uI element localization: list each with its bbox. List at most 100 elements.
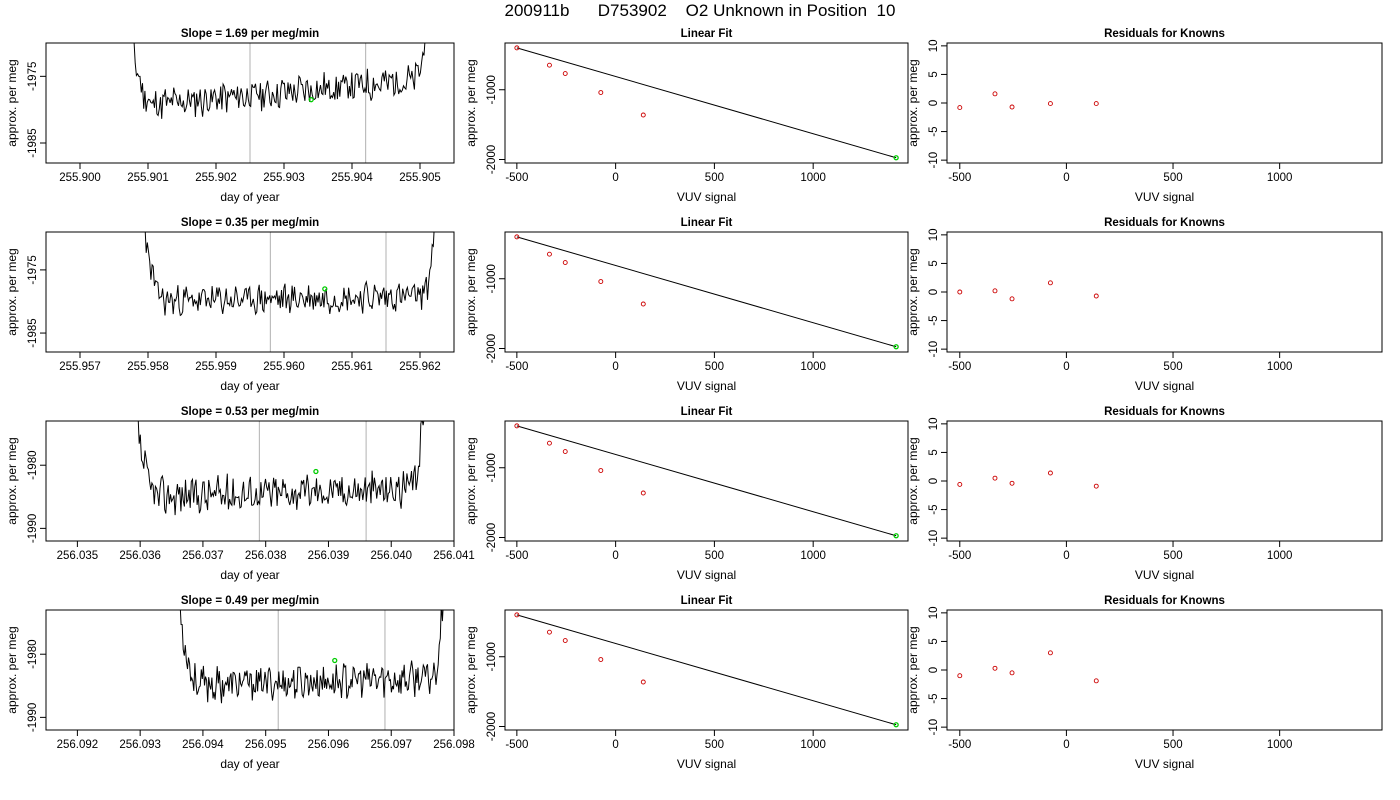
panel-title: Linear Fit: [681, 406, 733, 418]
plot-area: [514, 423, 899, 539]
x-axis-label: VUV signal: [1135, 379, 1194, 393]
known-point: [957, 673, 963, 679]
panel-title: Linear Fit: [681, 595, 733, 607]
y-tick-label: -1990: [27, 703, 39, 732]
x-tick-label: 255.905: [399, 172, 441, 184]
y-tick-label: 5: [928, 638, 940, 644]
x-tick-label: 256.040: [370, 550, 412, 562]
signal-trace: [144, 232, 435, 317]
y-tick-label: -1990: [27, 514, 39, 543]
x-tick-label: 256.037: [182, 550, 224, 562]
known-point: [598, 657, 604, 662]
plot-area: [514, 234, 899, 350]
known-point: [546, 62, 552, 68]
panel-title: Residuals for Knowns: [1104, 595, 1225, 607]
known-point: [1093, 101, 1099, 107]
x-tick-label: 500: [705, 172, 724, 184]
plot-area: [957, 650, 1099, 684]
y-tick-label: 0: [928, 667, 940, 673]
x-tick-label: 256.039: [308, 550, 350, 562]
x-tick-label: 0: [1063, 172, 1069, 184]
x-tick-label: 255.958: [127, 361, 169, 373]
plot-frame: [45, 420, 455, 542]
x-tick-label: -500: [505, 172, 528, 184]
known-point: [640, 679, 646, 685]
x-tick-label: -500: [948, 172, 971, 184]
plot-area: [957, 280, 1099, 302]
y-tick-label: -1985: [27, 128, 39, 157]
plot-panel: Linear Fit VUV signal approx. per meg -500 0…: [464, 406, 909, 582]
known-point: [1047, 470, 1053, 476]
x-tick-label: 255.902: [195, 172, 237, 184]
sample-marker: [308, 97, 314, 103]
plot-panel: Residuals for Knowns VUV signal approx. pe…: [906, 28, 1383, 204]
panel-title: Residuals for Knowns: [1104, 217, 1225, 229]
x-tick-label: 255.957: [59, 361, 101, 373]
x-tick-label: 256.036: [119, 550, 161, 562]
known-point: [957, 105, 963, 111]
x-tick-label: 256.098: [433, 739, 475, 751]
y-axis-label: approx. per meg: [5, 59, 19, 146]
known-point: [562, 260, 568, 266]
x-tick-label: 255.961: [331, 361, 373, 373]
x-tick-label: 256.096: [308, 739, 350, 751]
x-tick-label: 255.900: [59, 172, 101, 184]
fit-line: [516, 47, 897, 159]
y-tick-label: -1000: [486, 453, 498, 482]
plot-frame: [45, 231, 455, 353]
x-axis-label: VUV signal: [677, 568, 736, 582]
y-axis-label: approx. per meg: [5, 626, 19, 713]
x-tick-label: -500: [948, 361, 971, 373]
x-tick-label: 255.901: [127, 172, 169, 184]
x-tick-label: 255.960: [263, 361, 305, 373]
y-tick-label: -5: [928, 693, 940, 703]
x-axis-label: VUV signal: [677, 379, 736, 393]
known-point: [546, 440, 552, 446]
sample-marker: [332, 657, 338, 664]
x-tick-label: 1000: [800, 361, 826, 373]
plot-area: [179, 610, 444, 730]
plot-panel: Linear Fit VUV signal approx. per meg -500 0…: [464, 217, 909, 393]
panel-title: Linear Fit: [681, 217, 733, 229]
known-point: [640, 490, 646, 496]
plot-frame: [504, 231, 909, 353]
y-axis-label: approx. per meg: [906, 59, 920, 146]
x-axis-label: VUV signal: [1135, 190, 1194, 204]
plot-panel: Residuals for Knowns VUV signal approx. pe…: [906, 406, 1383, 582]
plot-frame: [45, 42, 455, 164]
y-axis-label: approx. per meg: [5, 248, 19, 335]
x-tick-label: 256.094: [182, 739, 224, 751]
plot-frame: [504, 42, 909, 164]
plot-area: [957, 470, 1099, 489]
sample-marker: [322, 286, 328, 292]
page-title: 200911b D753902 O2 Unknown in Position 1…: [504, 1, 896, 20]
y-tick-label: 10: [928, 39, 940, 52]
y-tick-label: 5: [928, 71, 940, 77]
x-tick-label: 500: [1163, 361, 1182, 373]
x-tick-label: 500: [1163, 550, 1182, 562]
y-tick-label: -10: [928, 530, 940, 547]
x-axis-label: VUV signal: [1135, 568, 1194, 582]
known-point: [957, 289, 963, 295]
known-point: [598, 90, 604, 95]
fit-line: [516, 236, 897, 348]
y-tick-label: -2000: [486, 523, 498, 552]
x-tick-label: 255.904: [331, 172, 373, 184]
y-tick-label: -2000: [486, 712, 498, 741]
known-point: [1009, 296, 1015, 302]
known-point: [562, 449, 568, 455]
x-tick-label: 0: [612, 550, 618, 562]
plot-panel: Slope = 0.35 per meg/min day of year appro…: [5, 217, 455, 393]
plot-area: [137, 421, 425, 541]
known-point: [992, 91, 998, 97]
y-tick-label: -1985: [27, 318, 39, 347]
y-tick-label: -2000: [486, 145, 498, 174]
x-tick-label: 256.092: [57, 739, 99, 751]
y-axis-label: approx. per meg: [5, 437, 19, 524]
plot-panel: Residuals for Knowns VUV signal approx. pe…: [906, 217, 1383, 393]
x-tick-label: 256.097: [370, 739, 412, 751]
y-axis-label: approx. per meg: [464, 626, 478, 713]
signal-trace: [137, 421, 425, 516]
plot-area: [514, 45, 899, 161]
